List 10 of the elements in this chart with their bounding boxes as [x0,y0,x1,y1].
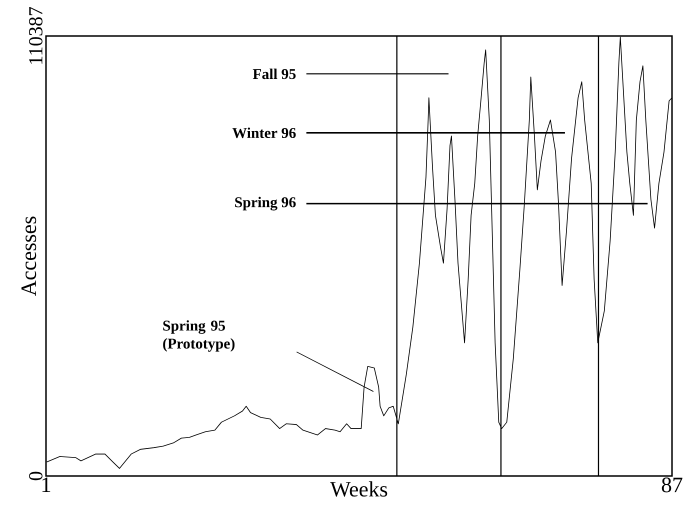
annotation: Spring 95 (Prototype) [163,320,235,352]
x-tick-label: 87 [662,478,682,492]
x-tick-label: 1 [42,478,50,492]
y-axis-title: Accesses [21,216,36,296]
annotation: Winter 96 [232,128,296,138]
y-tick-label: 0 [29,472,42,480]
annotation: Fall 95 [252,68,296,80]
y-tick-label: 110387 [29,7,42,64]
annotation: Spring 96 [235,196,296,210]
x-axis-title: Weeks [330,481,388,497]
